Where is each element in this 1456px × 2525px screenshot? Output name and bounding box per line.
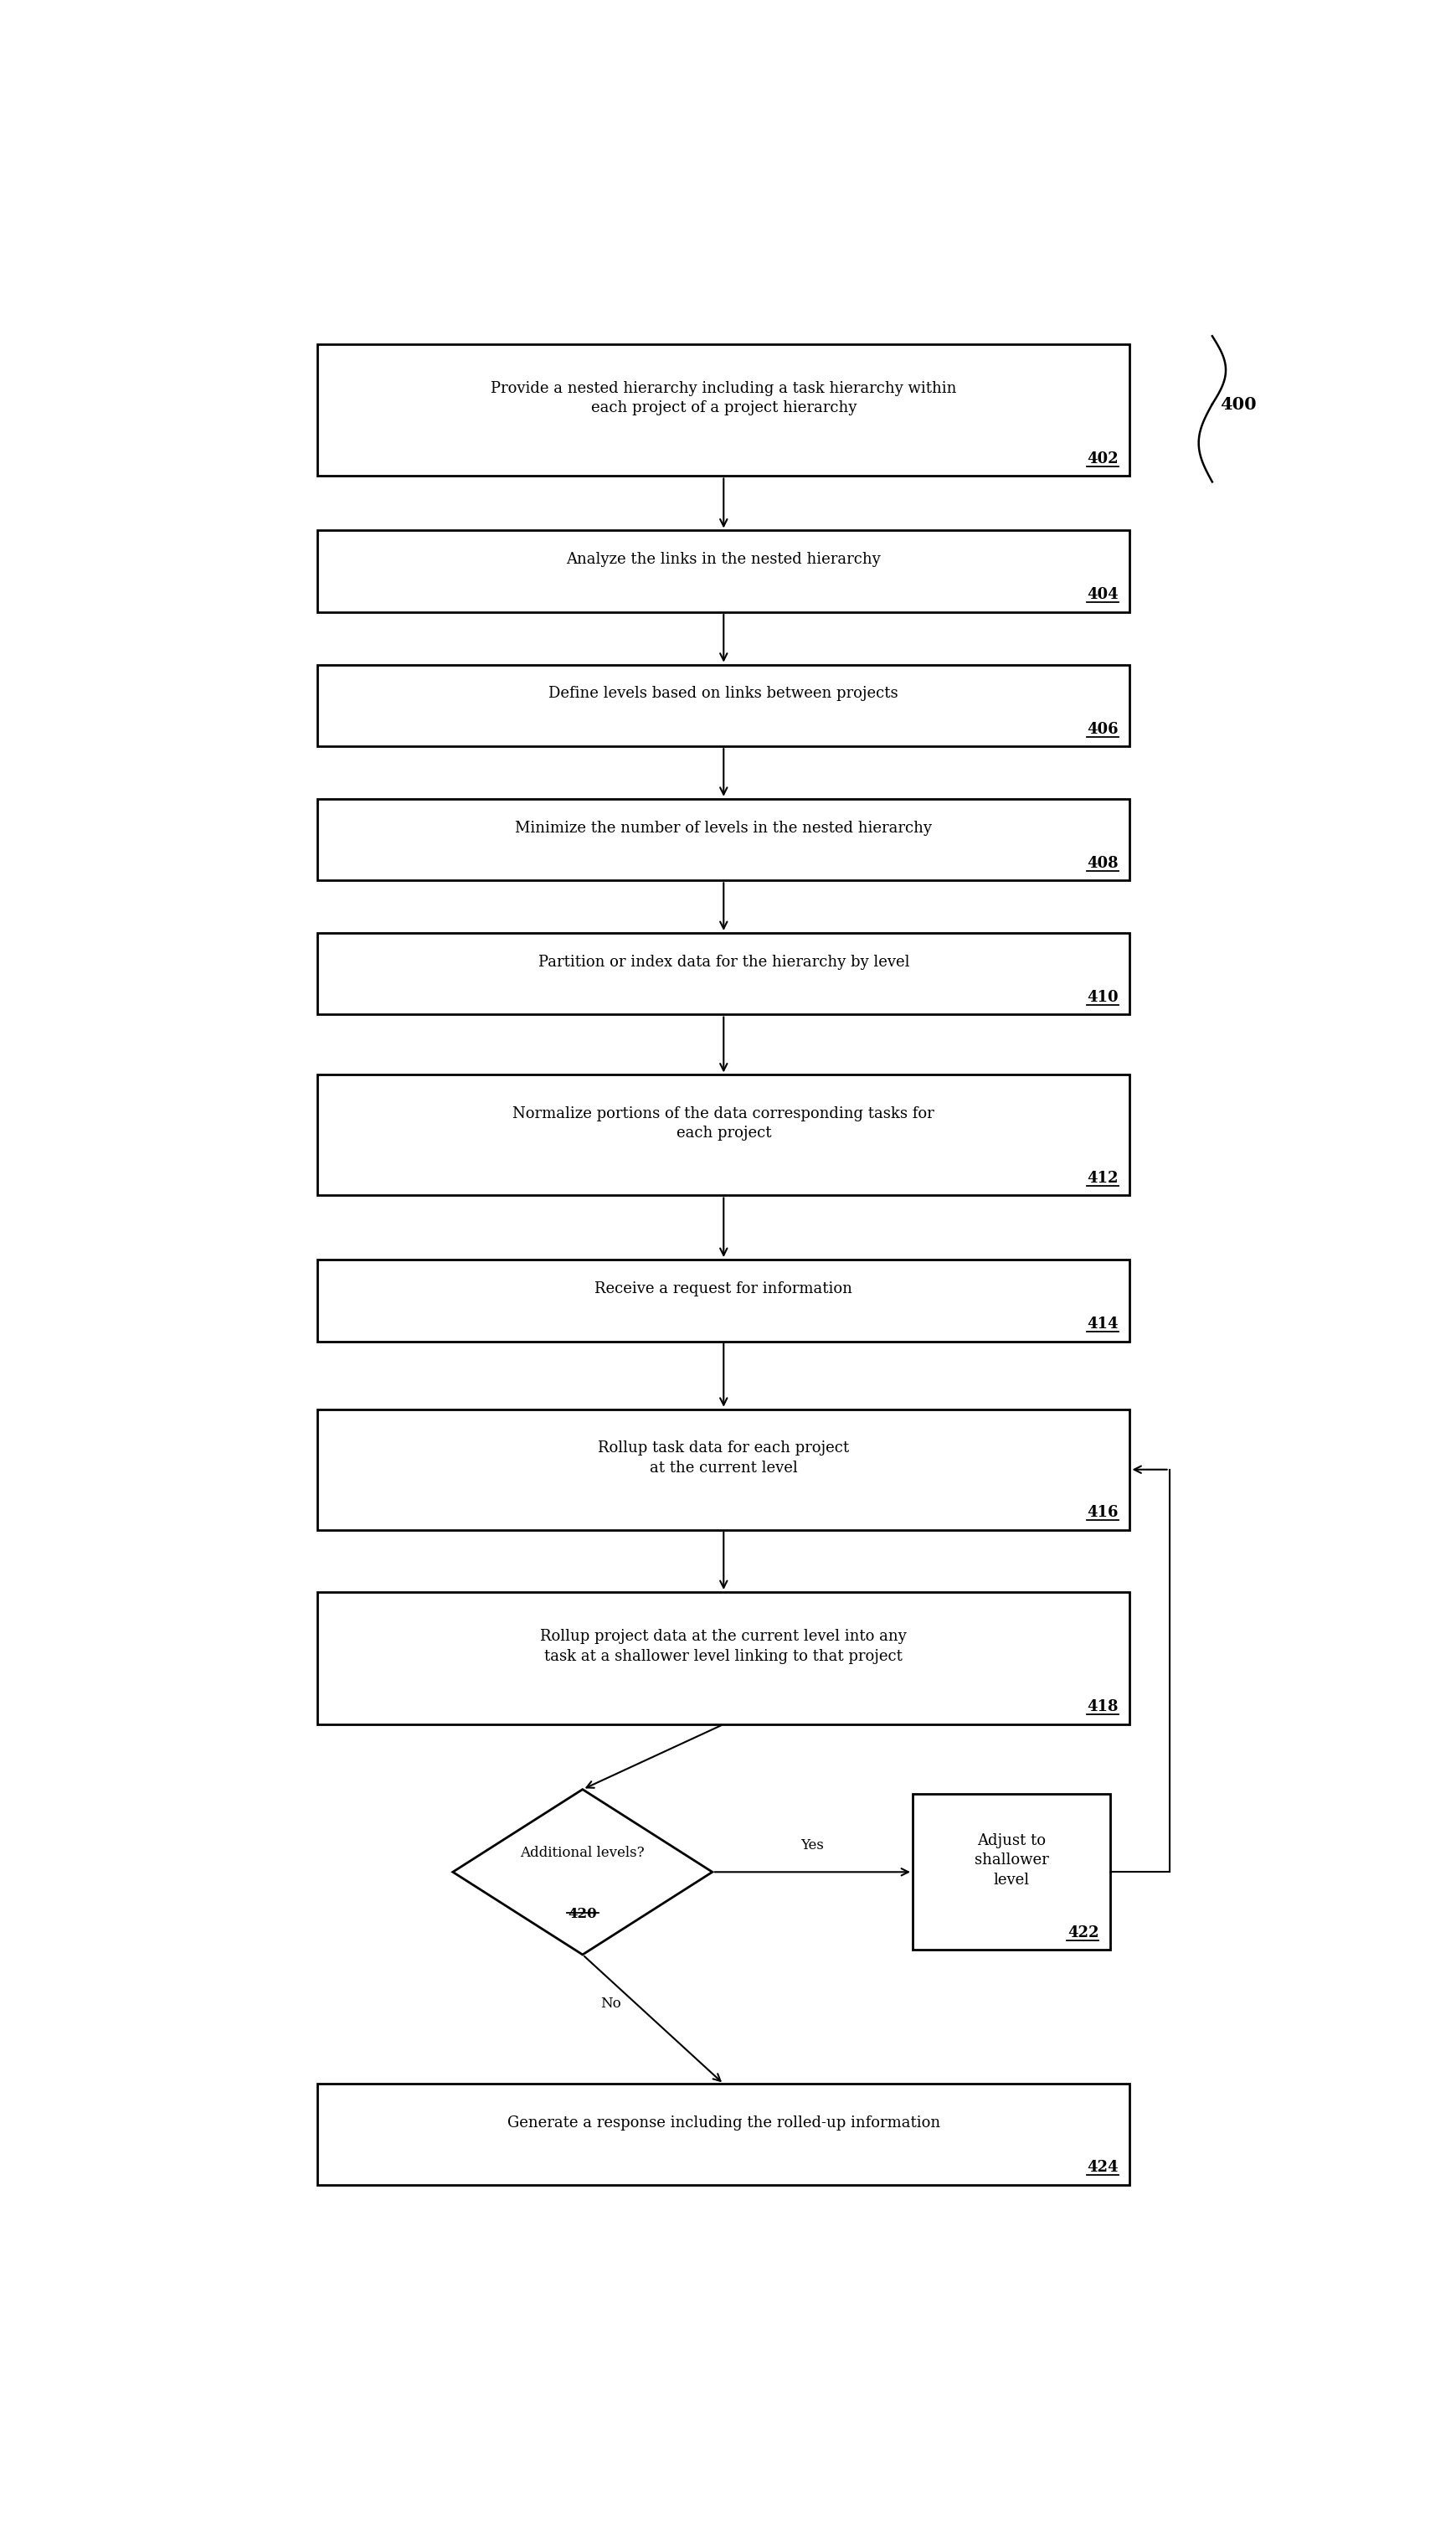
Text: 408: 408 — [1088, 856, 1118, 871]
Text: 400: 400 — [1220, 396, 1257, 412]
Text: Partition or index data for the hierarchy by level: Partition or index data for the hierarch… — [537, 954, 910, 970]
FancyBboxPatch shape — [317, 343, 1130, 477]
Text: 416: 416 — [1088, 1505, 1118, 1520]
Text: Rollup project data at the current level into any
task at a shallower level link: Rollup project data at the current level… — [540, 1629, 907, 1664]
Text: Additional levels?: Additional levels? — [520, 1846, 645, 1861]
FancyBboxPatch shape — [317, 932, 1130, 1015]
Text: 424: 424 — [1088, 2161, 1118, 2177]
FancyBboxPatch shape — [317, 798, 1130, 881]
Text: Rollup task data for each project
at the current level: Rollup task data for each project at the… — [598, 1439, 849, 1475]
Text: 404: 404 — [1088, 588, 1118, 603]
Text: Provide a nested hierarchy including a task hierarchy within
each project of a p: Provide a nested hierarchy including a t… — [491, 381, 957, 417]
Text: No: No — [601, 1997, 622, 2010]
Text: 412: 412 — [1088, 1172, 1118, 1187]
Text: Analyze the links in the nested hierarchy: Analyze the links in the nested hierarch… — [566, 553, 881, 568]
FancyBboxPatch shape — [317, 664, 1130, 747]
Polygon shape — [453, 1790, 712, 1954]
FancyBboxPatch shape — [913, 1795, 1109, 1949]
Text: 422: 422 — [1067, 1924, 1099, 1939]
FancyBboxPatch shape — [317, 1593, 1130, 1725]
Text: Define levels based on links between projects: Define levels based on links between pro… — [549, 687, 898, 702]
Text: 414: 414 — [1088, 1316, 1118, 1331]
Text: 402: 402 — [1088, 452, 1118, 467]
FancyBboxPatch shape — [317, 1260, 1130, 1341]
Text: 420: 420 — [568, 1906, 597, 1922]
FancyBboxPatch shape — [317, 530, 1130, 611]
Text: Yes: Yes — [801, 1838, 824, 1853]
FancyBboxPatch shape — [317, 1409, 1130, 1530]
FancyBboxPatch shape — [317, 1076, 1130, 1194]
Text: Adjust to
shallower
level: Adjust to shallower level — [974, 1833, 1048, 1889]
FancyBboxPatch shape — [317, 2083, 1130, 2184]
Text: Normalize portions of the data corresponding tasks for
each project: Normalize portions of the data correspon… — [513, 1106, 935, 1141]
Text: Receive a request for information: Receive a request for information — [594, 1280, 853, 1295]
Text: 418: 418 — [1088, 1699, 1118, 1714]
Text: Minimize the number of levels in the nested hierarchy: Minimize the number of levels in the nes… — [515, 821, 932, 836]
Text: 410: 410 — [1088, 990, 1118, 1005]
Text: 406: 406 — [1088, 722, 1118, 737]
Text: Generate a response including the rolled-up information: Generate a response including the rolled… — [507, 2116, 941, 2131]
